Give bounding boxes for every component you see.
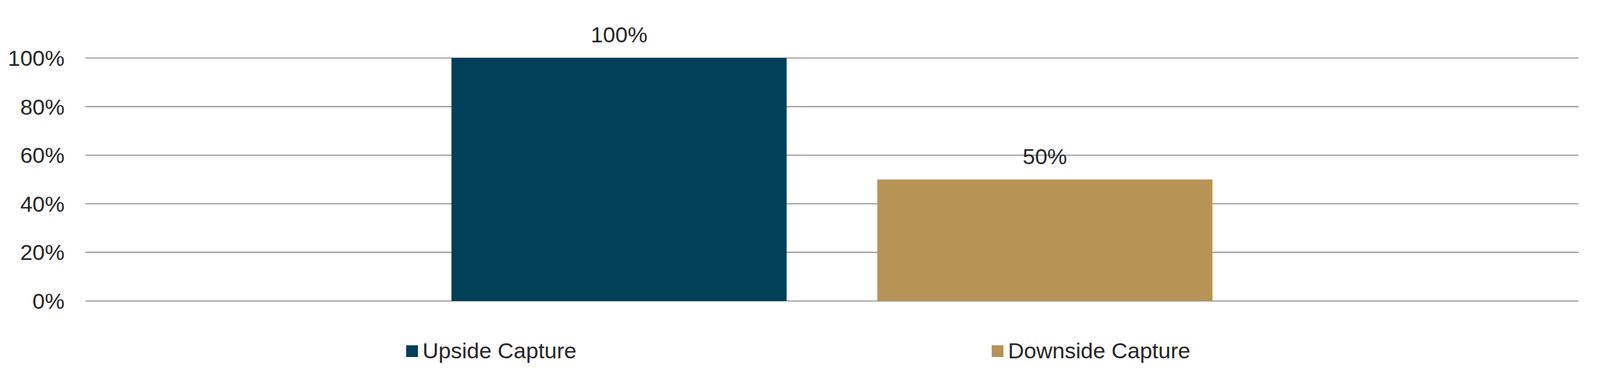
grid-line: [85, 252, 1579, 254]
grid-line: [85, 154, 1579, 156]
bar: [877, 179, 1213, 302]
legend-label: Upside Capture: [422, 338, 577, 364]
y-tick-label: 80%: [20, 94, 65, 120]
legend-swatch: [991, 345, 1004, 358]
bar: [451, 58, 787, 302]
grid-line: [85, 203, 1579, 205]
y-tick-label: 100%: [7, 45, 65, 71]
y-tick-label: 20%: [20, 239, 65, 265]
data-label: 50%: [1022, 144, 1068, 169]
grid-line: [85, 300, 1579, 302]
data-label: 100%: [590, 22, 648, 47]
legend-label: Downside Capture: [1007, 338, 1191, 364]
grid-line: [85, 106, 1579, 108]
y-tick-label: 0%: [32, 288, 65, 314]
y-tick-label: 40%: [20, 191, 65, 217]
chart: 0% 20% 40% 60% 80% 100% 100% 50% Upside Capture D…: [0, 0, 1600, 372]
legend-swatch: [406, 345, 418, 358]
bars: [451, 58, 1213, 302]
grid-line: [85, 57, 1579, 59]
y-tick-label: 60%: [20, 142, 65, 168]
